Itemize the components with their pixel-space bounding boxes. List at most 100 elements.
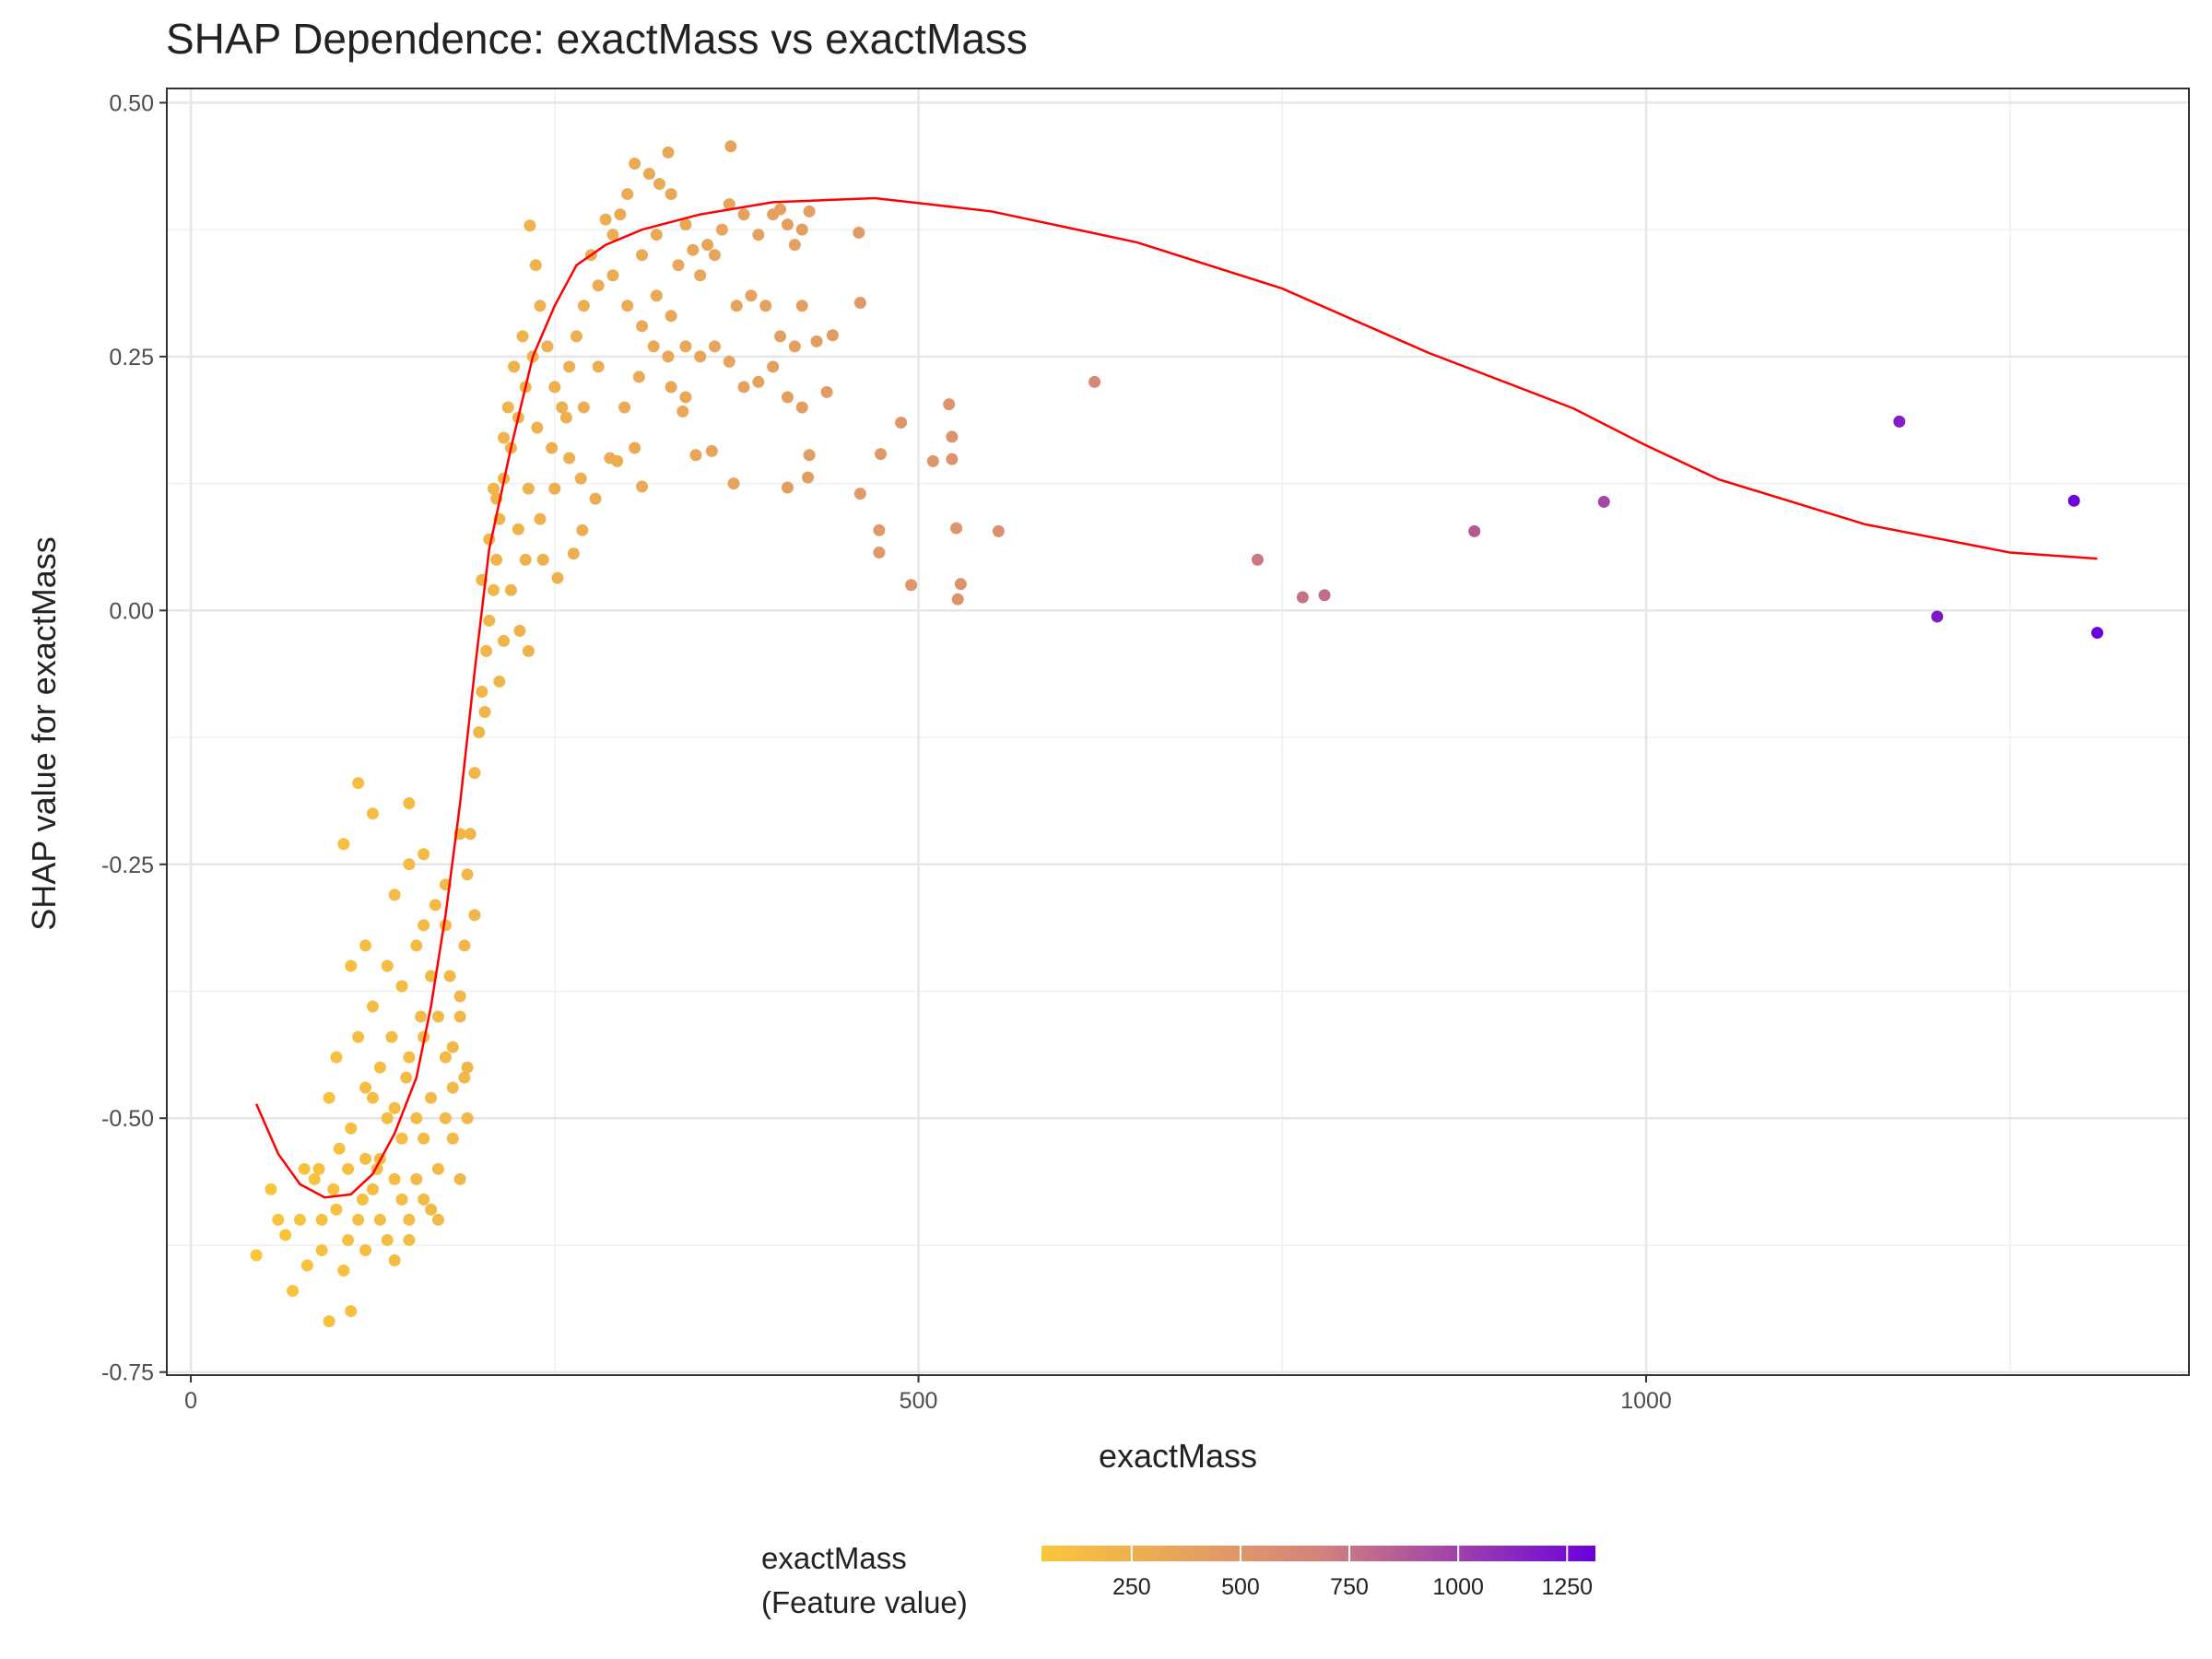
point (895, 416, 908, 429)
point (330, 1203, 343, 1216)
point (1893, 415, 1906, 428)
point (323, 1315, 335, 1328)
point (480, 644, 493, 657)
point (352, 777, 365, 790)
point (621, 300, 634, 312)
colorbar-tick-label: 1000 (1432, 1574, 1484, 1600)
point (1318, 589, 1331, 602)
point (536, 553, 549, 566)
point (662, 146, 675, 159)
point (563, 452, 576, 465)
point (356, 1193, 369, 1206)
point (443, 970, 456, 982)
point (632, 371, 645, 383)
point (905, 579, 918, 592)
point (551, 571, 564, 584)
point (781, 391, 794, 404)
point (287, 1285, 300, 1298)
point (795, 401, 808, 414)
point (873, 524, 886, 536)
point (410, 939, 423, 952)
point (330, 1051, 343, 1064)
point (650, 229, 663, 241)
point (395, 980, 408, 993)
point (333, 1142, 346, 1155)
point (592, 279, 605, 292)
point (458, 1071, 471, 1084)
point (429, 899, 441, 912)
point (418, 1132, 430, 1145)
point (403, 858, 416, 871)
point (453, 990, 466, 1003)
point (592, 360, 605, 373)
point (599, 213, 612, 226)
point (342, 1162, 355, 1175)
point (446, 1081, 459, 1094)
point (418, 1193, 430, 1206)
point (425, 970, 438, 982)
point (410, 1112, 423, 1124)
point (694, 350, 707, 363)
point (508, 360, 521, 373)
point (802, 471, 815, 484)
point (431, 1213, 444, 1226)
point (446, 1041, 459, 1053)
point (1088, 375, 1101, 388)
point (677, 405, 689, 418)
point (366, 1000, 379, 1013)
point (647, 340, 660, 353)
point (1251, 553, 1264, 566)
y-tick-label: -0.50 (101, 1106, 154, 1132)
point (519, 553, 532, 566)
chart-title: SHAP Dependence: exactMass vs exactMass (166, 15, 1028, 63)
point (727, 477, 740, 490)
point (1468, 524, 1481, 537)
point (461, 1112, 474, 1124)
point (473, 726, 486, 739)
point (403, 1213, 416, 1226)
point (461, 1061, 474, 1074)
point (694, 269, 707, 282)
point (279, 1229, 292, 1241)
point (395, 1132, 408, 1145)
legend-title: (Feature value) (761, 1585, 968, 1619)
point (781, 218, 794, 231)
point (665, 381, 677, 394)
point (323, 1091, 335, 1104)
point (853, 226, 865, 239)
point (951, 593, 964, 606)
smooth-line (254, 196, 2098, 1199)
point (513, 624, 526, 637)
point (410, 1172, 423, 1185)
point (359, 1081, 372, 1094)
colorbar-tick-label: 1250 (1541, 1574, 1593, 1600)
point (337, 1265, 350, 1277)
point (298, 1162, 311, 1175)
point (265, 1182, 277, 1195)
point (946, 453, 959, 465)
point (759, 300, 772, 312)
y-tick-label: 0.50 (109, 90, 154, 116)
point (345, 959, 358, 972)
point (381, 1112, 394, 1124)
point (576, 524, 589, 536)
point (577, 401, 590, 414)
point (388, 1253, 401, 1266)
point (570, 330, 582, 343)
point (373, 1061, 386, 1074)
point (665, 188, 677, 201)
point (315, 1243, 328, 1256)
point (679, 391, 692, 404)
point (795, 223, 808, 236)
point (853, 488, 866, 500)
point (446, 1132, 459, 1145)
point (388, 1172, 401, 1185)
point (563, 360, 576, 373)
point (498, 431, 511, 444)
point (531, 421, 544, 434)
point (493, 675, 506, 688)
point (501, 401, 514, 414)
point (352, 1213, 365, 1226)
